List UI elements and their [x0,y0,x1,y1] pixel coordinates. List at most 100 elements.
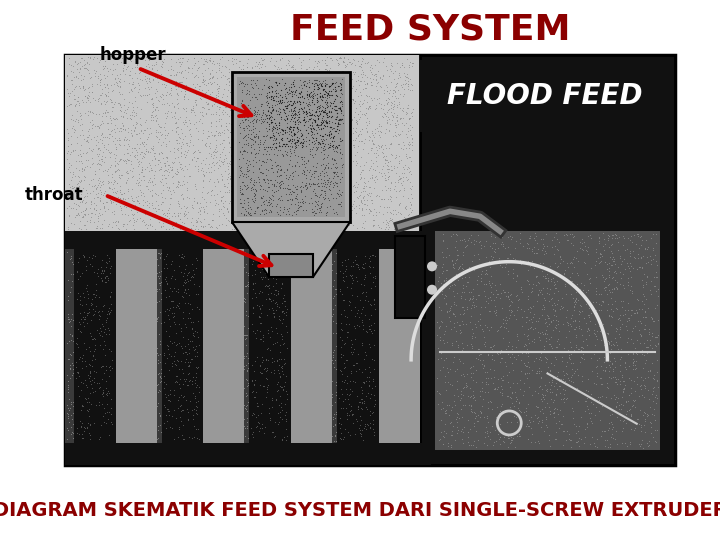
Point [217,372,228,381]
Point [312,112,323,120]
Point [495,420,506,428]
Point [274,415,286,424]
Point [91,451,102,460]
Point [269,206,280,214]
Point [319,124,330,133]
Point [336,442,347,450]
Point [174,177,185,186]
Point [159,343,171,352]
Point [518,386,530,395]
Point [331,325,343,334]
Point [175,143,186,152]
Point [600,283,611,292]
Point [189,435,200,444]
Point [253,335,264,344]
Point [273,118,284,127]
Point [279,433,290,441]
Point [336,354,348,362]
Point [343,430,355,439]
Point [256,290,267,299]
Point [375,280,387,288]
Point [268,357,279,366]
Point [316,383,328,391]
Point [335,133,346,142]
Point [242,269,253,278]
Point [289,419,301,428]
Point [238,346,249,355]
Point [161,323,172,332]
Point [109,362,120,370]
Point [86,87,98,96]
Point [346,445,358,454]
Point [111,254,122,262]
Point [351,209,362,218]
Point [407,213,418,221]
Point [388,336,400,345]
Point [83,453,94,462]
Point [139,210,150,219]
Point [135,446,146,454]
Point [221,357,233,366]
Point [351,321,363,329]
Point [97,275,109,284]
Point [235,309,247,318]
Point [528,234,539,242]
Point [143,247,155,256]
Point [205,443,217,451]
Point [312,123,324,131]
Point [365,80,377,89]
Point [280,320,292,328]
Point [252,132,264,141]
Point [369,432,381,441]
Point [156,130,168,138]
Point [647,244,659,252]
Point [81,289,93,298]
Point [395,307,407,315]
Point [401,357,413,366]
Point [244,352,256,360]
Point [521,407,532,415]
Point [505,438,517,447]
Point [140,206,151,215]
Point [375,377,387,386]
Point [301,288,312,296]
Point [336,447,348,455]
Point [379,363,390,372]
Point [325,84,337,93]
Point [536,305,547,313]
Point [338,444,349,453]
Point [94,194,105,202]
Point [63,310,74,319]
Point [341,265,352,274]
Point [400,441,412,450]
Point [212,350,224,359]
Point [353,76,364,85]
Point [547,398,559,407]
Point [236,318,248,326]
Point [335,434,346,442]
Point [97,109,109,117]
Point [405,109,416,118]
Point [263,282,274,291]
Point [70,213,81,221]
Point [546,243,558,252]
Point [237,78,248,86]
Point [346,339,358,348]
Point [170,360,181,369]
Point [314,449,325,457]
Point [171,334,183,343]
Point [282,410,293,419]
Point [89,292,101,301]
Point [496,262,508,271]
Point [297,252,309,260]
Point [91,269,103,278]
Point [364,208,375,217]
Circle shape [427,285,437,295]
Point [140,365,152,374]
Point [403,140,415,149]
Point [246,376,257,385]
Point [99,56,111,65]
Point [353,306,364,314]
Point [382,353,394,361]
Point [351,292,363,300]
